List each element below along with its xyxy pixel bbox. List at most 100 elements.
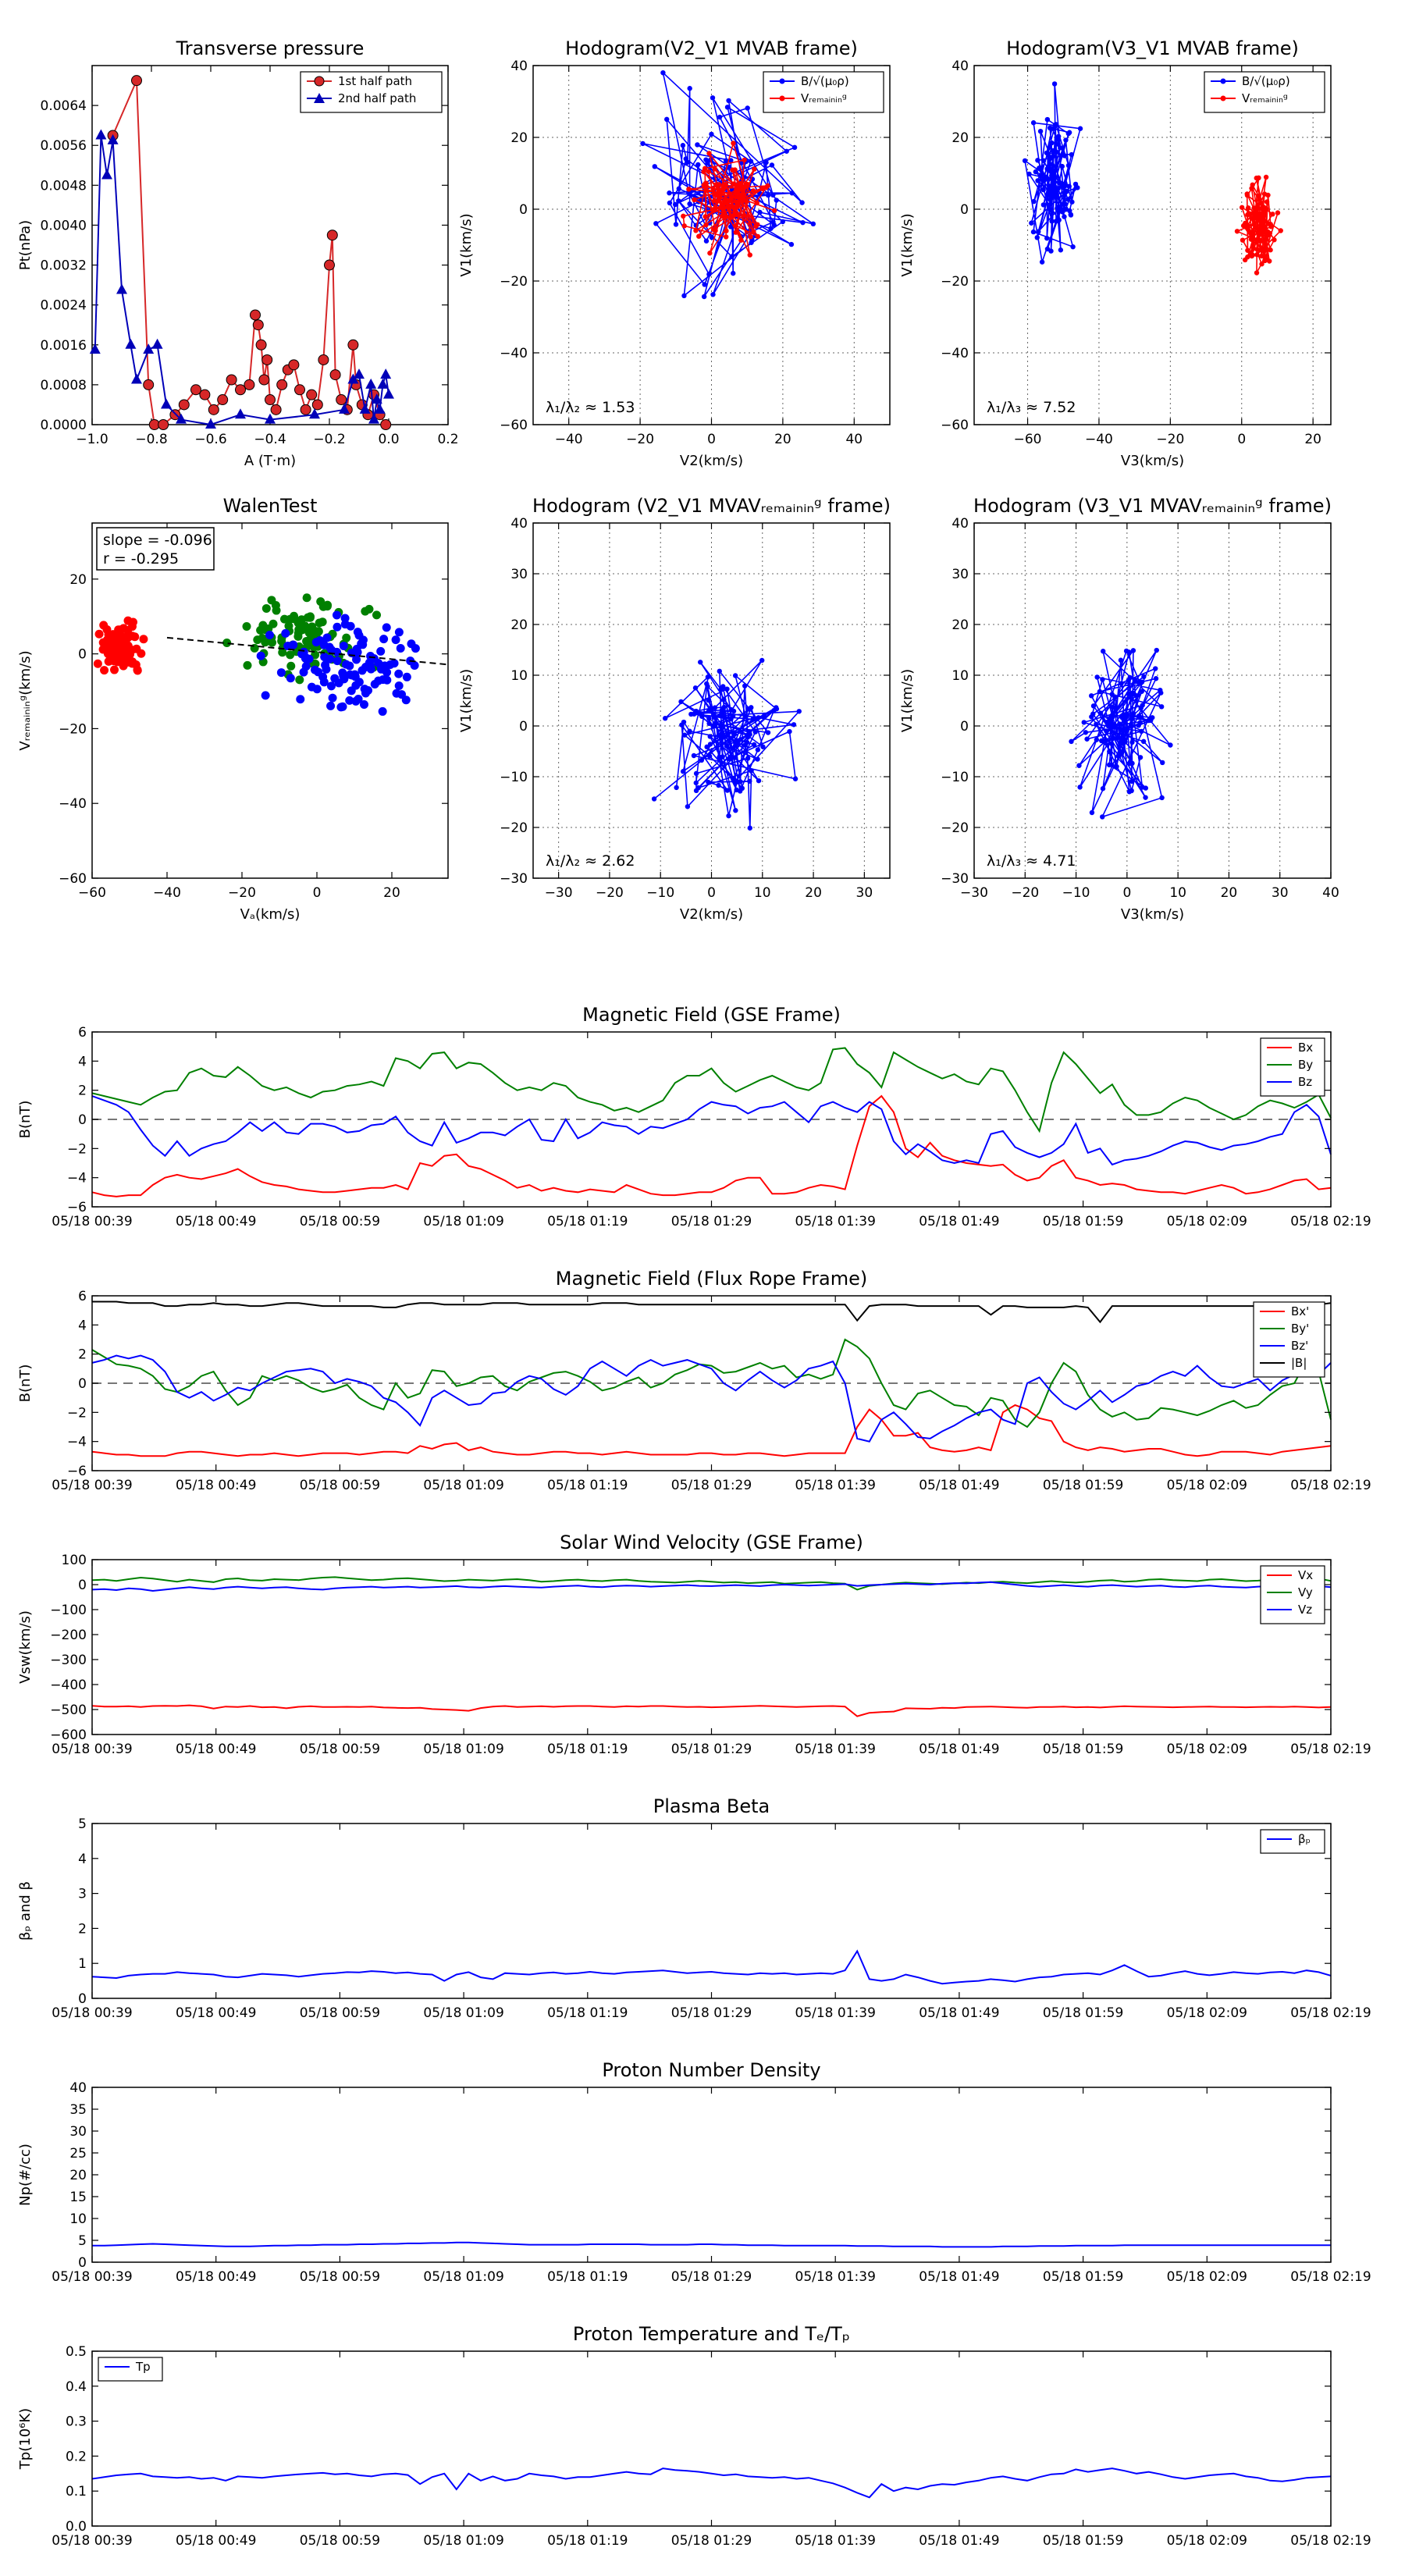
x-tick-label: 05/18 02:19 — [1290, 2005, 1371, 2021]
x-tick-label: 05/18 01:59 — [1043, 1214, 1123, 1229]
series-0 — [651, 657, 802, 831]
trajectory-point — [721, 696, 727, 703]
scatter-point — [339, 641, 348, 650]
panel-h2: Hodogram(V3_V1 MVAB frame) V1(km/s) V3(km/… — [899, 37, 1332, 469]
x-tick-label: −60 — [1014, 432, 1042, 447]
fit-stat: r = -0.295 — [103, 550, 179, 568]
trajectory-point — [1150, 715, 1155, 720]
trajectory-point — [738, 197, 744, 202]
panel-title: Hodogram (V3_V1 MVAVᵣₑₘₐᵢₙᵢₙᵍ frame) — [973, 495, 1332, 517]
trajectory-point — [706, 169, 711, 174]
trajectory-point — [1275, 210, 1281, 215]
series-line-By' — [91, 1338, 1332, 1429]
trajectory-point — [1068, 212, 1074, 218]
legend-label: Vx — [1298, 1568, 1313, 1582]
trajectory-point — [1104, 719, 1110, 725]
trajectory-point — [760, 744, 766, 749]
y-tick-label: 0 — [960, 719, 969, 735]
legend-label: Vz — [1298, 1603, 1312, 1617]
trajectory-point — [691, 753, 697, 759]
trajectory-point — [747, 252, 752, 258]
scatter-point — [106, 643, 116, 653]
trajectory-point — [1245, 205, 1251, 211]
trajectory-point — [1143, 795, 1148, 800]
trajectory-point — [703, 157, 709, 162]
trajectory-point — [699, 757, 705, 763]
x-tick-label: 05/18 01:49 — [919, 1742, 999, 1757]
scatter-point — [401, 696, 411, 705]
x-tick-label: 05/18 01:39 — [795, 2269, 876, 2285]
scatter-point — [222, 639, 232, 648]
trajectory-point — [707, 734, 713, 739]
plot-frame — [91, 522, 449, 879]
trajectory-point — [687, 86, 692, 91]
trajectory-point — [712, 192, 717, 197]
panel-title: Magnetic Field (Flux Rope Frame) — [556, 1268, 867, 1290]
scatter-point — [123, 616, 133, 625]
y-tick-label: 0.0024 — [41, 298, 87, 314]
data-point — [250, 309, 261, 321]
data-point — [270, 404, 282, 415]
trajectory-point — [792, 776, 799, 781]
x-axis-label: V3(km/s) — [1121, 906, 1184, 923]
y-tick-label: 0.0016 — [41, 338, 87, 354]
trajectory-point — [759, 186, 765, 191]
trajectory-point — [707, 742, 713, 747]
trajectory-point — [1115, 735, 1120, 742]
scatter-point — [359, 699, 368, 709]
scatter-point — [283, 641, 293, 650]
trajectory-point — [1055, 141, 1062, 148]
x-tick-label: −0.6 — [194, 432, 226, 447]
data-point — [300, 404, 311, 415]
trajectory-point — [732, 755, 738, 760]
trajectory-point — [1072, 181, 1079, 187]
trajectory-point — [752, 166, 757, 172]
y-tick-label: 15 — [69, 2190, 87, 2205]
scatter-point — [364, 685, 373, 695]
trajectory-point — [1250, 230, 1255, 236]
data-point — [226, 374, 237, 386]
panel-title: Proton Number Density — [602, 2059, 820, 2081]
x-tick-label: 05/18 02:09 — [1167, 1742, 1247, 1757]
x-tick-label: 05/18 01:19 — [547, 1742, 628, 1757]
y-tick-label: −40 — [941, 346, 969, 361]
trajectory-point — [1137, 720, 1143, 725]
trajectory-point — [1108, 715, 1113, 720]
x-tick-label: 05/18 01:29 — [671, 2533, 752, 2549]
trajectory-point — [1140, 738, 1147, 745]
data-point — [261, 354, 273, 365]
data-point — [125, 338, 137, 349]
y-tick-label: 2 — [78, 1347, 87, 1363]
x-tick-label: 0.2 — [437, 432, 458, 447]
trajectory-point — [712, 705, 718, 710]
y-tick-label: 20 — [510, 130, 528, 146]
x-axis-label: V2(km/s) — [680, 453, 743, 469]
trajectory-point — [1033, 169, 1039, 175]
trajectory-point — [1129, 760, 1135, 767]
y-tick-label: 10 — [951, 668, 969, 684]
trajectory-point — [727, 215, 733, 220]
legend-label: Bx — [1298, 1041, 1313, 1055]
y-tick-label: 5 — [78, 1816, 87, 1832]
trajectory-point — [724, 743, 730, 749]
scatter-point — [327, 646, 336, 655]
trajectory-point — [1239, 205, 1245, 210]
trajectory-point — [796, 709, 802, 714]
trajectory-point — [1119, 681, 1124, 686]
trajectory-point — [651, 796, 657, 802]
trajectory-point — [653, 221, 659, 226]
trajectory-point — [1114, 763, 1119, 770]
scatter-point — [276, 668, 286, 678]
data-point — [235, 384, 246, 396]
trajectory-point — [706, 716, 712, 721]
y-tick-label: −10 — [500, 770, 528, 785]
x-axis-label: A (T·m) — [244, 453, 296, 469]
trajectory-point — [742, 157, 747, 163]
trajectory-point — [726, 813, 731, 819]
trajectory-point — [1049, 140, 1055, 146]
data-point — [374, 403, 386, 414]
scatter-point — [93, 659, 102, 668]
trajectory-point — [732, 167, 738, 173]
trajectory-point — [1250, 252, 1256, 258]
trajectory-point — [1129, 739, 1135, 745]
